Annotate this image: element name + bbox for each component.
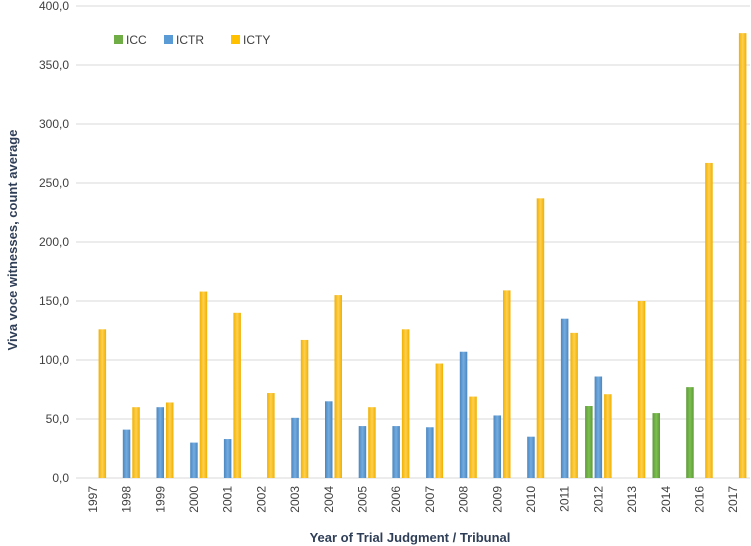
x-tick-label: 2013 — [625, 486, 639, 513]
bar-icty-2002 — [267, 393, 275, 478]
bar-icty-2011 — [570, 332, 578, 478]
bar-ictr-2009 — [493, 415, 501, 478]
bar-ictr-1999 — [156, 407, 164, 478]
legend-swatch-icty — [231, 35, 240, 44]
bar-icty-2017 — [738, 33, 747, 478]
bar-icty-2000 — [199, 291, 208, 478]
x-axis-title: Year of Trial Judgment / Tribunal — [310, 530, 511, 545]
y-axis-ticks: 0,0 50,0 100,0 150,0 200,0 250,0 300,0 350,0 400… — [39, 0, 69, 485]
bar-ictr-2011 — [560, 318, 569, 478]
legend-label-icty: ICTY — [243, 33, 270, 47]
bar-ictr-2003 — [291, 417, 299, 478]
bar-icty-2009 — [503, 290, 511, 478]
x-tick-label: 2004 — [322, 486, 336, 513]
x-tick-label: 2001 — [221, 486, 235, 513]
bar-icty-1997 — [98, 329, 107, 478]
bar-ictr-2007 — [426, 427, 434, 478]
bar-icty-2003 — [300, 339, 309, 478]
legend-swatch-ictr — [164, 35, 173, 44]
bar-ictr-2012 — [594, 376, 603, 478]
x-tick-label: 2010 — [524, 486, 538, 513]
x-tick-label: 2016 — [692, 486, 706, 513]
x-tick-label: 1998 — [120, 486, 134, 513]
y-tick-label: 100,0 — [39, 353, 69, 367]
bar-ictr-2010 — [527, 436, 535, 478]
bar-icty-1998 — [132, 407, 140, 478]
x-tick-label: 2014 — [659, 486, 673, 513]
bar-icty-2001 — [233, 312, 241, 478]
bar-icty-2013 — [637, 301, 646, 478]
gridlines — [76, 5, 750, 479]
y-tick-label: 50,0 — [46, 412, 70, 426]
bar-icty-2008 — [469, 396, 477, 478]
legend-swatch-icc — [114, 35, 123, 44]
y-axis-title: Viva voce witnesses, count average — [5, 130, 20, 351]
bar-icc-2014 — [652, 413, 660, 478]
y-tick-label: 350,0 — [39, 58, 69, 72]
legend: ICC ICTR ICTY — [114, 33, 270, 47]
bars — [98, 33, 747, 478]
bar-icc-2016 — [686, 387, 694, 478]
bar-icty-1999 — [166, 402, 174, 478]
x-tick-label: 1997 — [86, 486, 100, 513]
x-tick-label: 2007 — [423, 486, 437, 513]
x-tick-label: 2000 — [187, 486, 201, 513]
y-tick-label: 0,0 — [52, 471, 69, 485]
bar-icty-2007 — [435, 363, 444, 478]
bar-ictr-2001 — [223, 439, 232, 478]
bar-icty-2016 — [705, 162, 713, 478]
legend-label-icc: ICC — [126, 33, 147, 47]
x-tick-label: 1999 — [153, 486, 167, 513]
x-tick-label: 2009 — [490, 486, 504, 513]
y-tick-label: 200,0 — [39, 235, 69, 249]
bar-ictr-1998 — [122, 429, 131, 478]
bar-ictr-2008 — [459, 351, 468, 478]
bar-icty-2010 — [536, 198, 545, 478]
bar-icty-2006 — [401, 329, 410, 478]
x-tick-label: 2012 — [591, 486, 605, 513]
y-tick-label: 400,0 — [39, 0, 69, 13]
y-tick-label: 150,0 — [39, 294, 69, 308]
x-tick-label: 2008 — [457, 486, 471, 513]
y-tick-label: 250,0 — [39, 176, 69, 190]
x-tick-label: 2011 — [558, 486, 572, 512]
x-tick-label: 2017 — [726, 486, 740, 513]
bar-ictr-2006 — [392, 426, 400, 478]
bar-icty-2004 — [334, 295, 342, 478]
bar-ictr-2004 — [325, 401, 333, 478]
x-tick-label: 2002 — [254, 486, 268, 513]
bar-ictr-2005 — [358, 426, 367, 478]
x-axis-ticks: 1997 1998 1999 2000 2001 2002 2003 2004 2005 2006… — [86, 486, 740, 513]
bar-icc-2012 — [585, 406, 593, 478]
legend-label-ictr: ICTR — [176, 33, 204, 47]
bar-ictr-2000 — [190, 442, 198, 478]
bar-icty-2012 — [604, 394, 612, 478]
x-tick-label: 2003 — [288, 486, 302, 513]
y-tick-label: 300,0 — [39, 117, 69, 131]
bar-icty-2005 — [368, 407, 376, 478]
x-tick-label: 2005 — [355, 486, 369, 513]
x-tick-label: 2006 — [389, 486, 403, 513]
